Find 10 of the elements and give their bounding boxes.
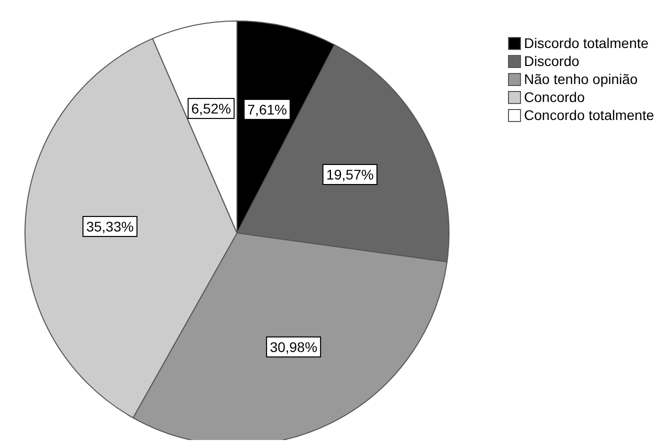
legend-label: Discordo totalmente	[524, 34, 649, 52]
data-label: 30,98%	[270, 338, 318, 355]
data-label: 7,61%	[247, 101, 287, 118]
data-label: 35,33%	[86, 218, 134, 234]
legend-label: Discordo	[524, 52, 580, 70]
legend-label: Concordo	[524, 88, 585, 106]
data-label: 6,52%	[191, 100, 231, 116]
legend-label: Não tenho opinião	[524, 70, 638, 88]
data-label: 19,57%	[326, 166, 374, 182]
legend-label: Concordo totalmente	[524, 106, 654, 124]
